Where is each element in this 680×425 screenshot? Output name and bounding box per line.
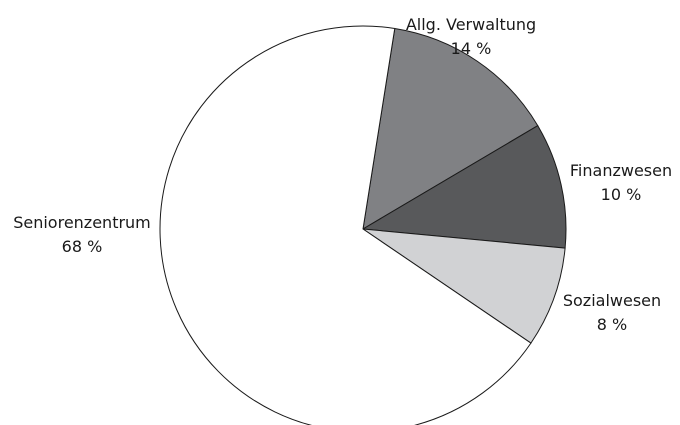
pie-slice-sozialwesen: [362, 228, 566, 344]
slice-label-finanzwesen: Finanzwesen: [570, 161, 672, 180]
pie-slice-seniorenzentrum: [159, 25, 532, 425]
slice-label-sozialwesen: Sozialwesen: [563, 291, 661, 310]
pie-slice-allg-verwaltung: [362, 27, 539, 230]
pie-slice-finanzwesen: [361, 124, 567, 249]
slice-label-seniorenzentrum: Seniorenzentrum: [13, 213, 151, 232]
pie-slices: [159, 25, 567, 425]
slice-value-sozialwesen: 8 %: [597, 315, 627, 334]
slice-value-allg-verwaltung: 14 %: [451, 39, 492, 58]
slice-label-allg-verwaltung: Allg. Verwaltung: [406, 15, 536, 34]
slice-value-seniorenzentrum: 68 %: [62, 237, 103, 256]
slice-value-finanzwesen: 10 %: [601, 185, 642, 204]
